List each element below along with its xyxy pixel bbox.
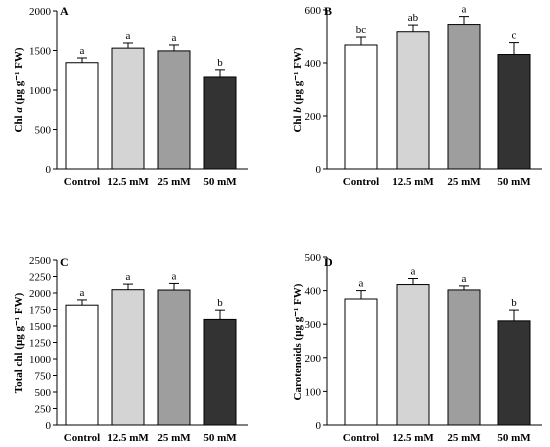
y-axis-title: Carotenoids (μg g⁻¹ FW) [292,283,304,400]
y-tick-label: 0 [316,420,322,432]
x-tick-label: 25 mM [157,432,191,444]
significance-label: ab [408,12,419,24]
x-tick-label: 25 mM [157,176,191,188]
bar-25-mm [447,289,481,426]
bar-12-5-mm [111,47,145,170]
x-tick-label: 12.5 mM [107,432,149,444]
x-tick-label: 25 mM [447,176,481,188]
panel-letter: B [324,4,332,18]
x-tick-label: 25 mM [447,432,481,444]
significance-label: a [462,4,467,16]
y-axis-title: Chl a (μg g⁻¹ FW) [13,47,25,132]
x-tick-label: 50 mM [497,432,531,444]
y-axis-title: Chl b (μg g⁻¹ FW) [292,47,304,132]
y-tick-label: 300 [305,319,322,331]
y-tick-label: 500 [305,252,322,264]
bar-12-5-mm [111,289,145,426]
y-tick-label: 1750 [29,305,52,317]
significance-label: a [411,266,416,278]
y-tick-label: 250 [35,404,52,416]
y-tick-label: 0 [46,164,52,176]
x-tick-label: Control [343,176,379,188]
significance-label: b [511,297,517,309]
x-tick-label: 50 mM [497,176,531,188]
y-tick-label: 200 [305,111,322,123]
y-tick-label: 0 [46,420,52,432]
bar-25-mm [157,50,191,170]
x-tick-label: 12.5 mM [392,432,434,444]
y-tick-label: 1000 [29,85,52,97]
significance-label: c [512,30,517,42]
y-tick-label: 2000 [29,288,52,300]
significance-label: a [462,273,467,285]
y-tick-label: 750 [35,371,52,383]
bar-50-mm [203,76,237,170]
y-tick-label: 400 [305,58,322,70]
bar-25-mm [447,24,481,170]
x-tick-label: Control [64,176,100,188]
y-tick-label: 100 [305,386,322,398]
y-tick-label: 400 [305,286,322,298]
y-tick-label: 600 [305,5,322,17]
y-tick-label: 0 [316,164,322,176]
bar-control [344,44,378,170]
bar-25-mm [157,289,191,426]
y-tick-label: 2000 [29,6,52,18]
x-tick-label: 50 mM [203,432,237,444]
bar-control [65,304,99,426]
x-tick-label: 12.5 mM [107,176,149,188]
panel-letter: D [324,255,333,269]
significance-label: b [217,57,223,69]
significance-label: a [126,271,131,283]
significance-label: b [217,297,223,309]
bar-50-mm [497,54,531,170]
y-tick-label: 500 [35,125,52,137]
bar-50-mm [203,318,237,426]
y-tick-label: 1000 [29,354,52,366]
significance-label: a [172,32,177,44]
panel-d: D 0 100 200 300 400 500 Carotenoids (μg g⁻¹ FW)… [292,252,542,444]
bar-12-5-mm [396,31,430,170]
y-tick-label: 1250 [29,338,52,350]
significance-label: a [80,45,85,57]
panel-c: C 0 250 500 750 1000 1250 1500 1750 2000 2250 2500 T… [13,255,248,444]
y-tick-label: 2250 [29,272,52,284]
panel-letter: A [60,4,69,18]
x-tick-label: 12.5 mM [392,176,434,188]
y-tick-label: 200 [305,353,322,365]
panel-b: B 0 200 400 600 Chl b (μg g⁻¹ FW) bc Control ab 1… [292,4,542,188]
y-tick-label: 500 [35,387,52,399]
y-tick-label: 2500 [29,255,52,267]
bar-control [65,62,99,170]
y-axis-title: Total chl (μg g⁻¹ FW) [13,292,25,393]
panel-letter: C [60,255,69,269]
x-tick-label: 50 mM [203,176,237,188]
significance-label: a [359,278,364,290]
x-tick-label: Control [343,432,379,444]
bar-control [344,298,378,426]
significance-label: a [80,287,85,299]
significance-label: bc [356,24,367,36]
significance-label: a [126,30,131,42]
y-tick-label: 1500 [29,46,52,58]
significance-label: a [172,270,177,282]
bar-50-mm [497,320,531,426]
y-tick-label: 1500 [29,321,52,333]
panel-a: A 0 500 1000 1500 2000 Chl a (μg g⁻¹ FW) a Contr… [13,4,248,188]
bar-12-5-mm [396,284,430,426]
x-tick-label: Control [64,432,100,444]
